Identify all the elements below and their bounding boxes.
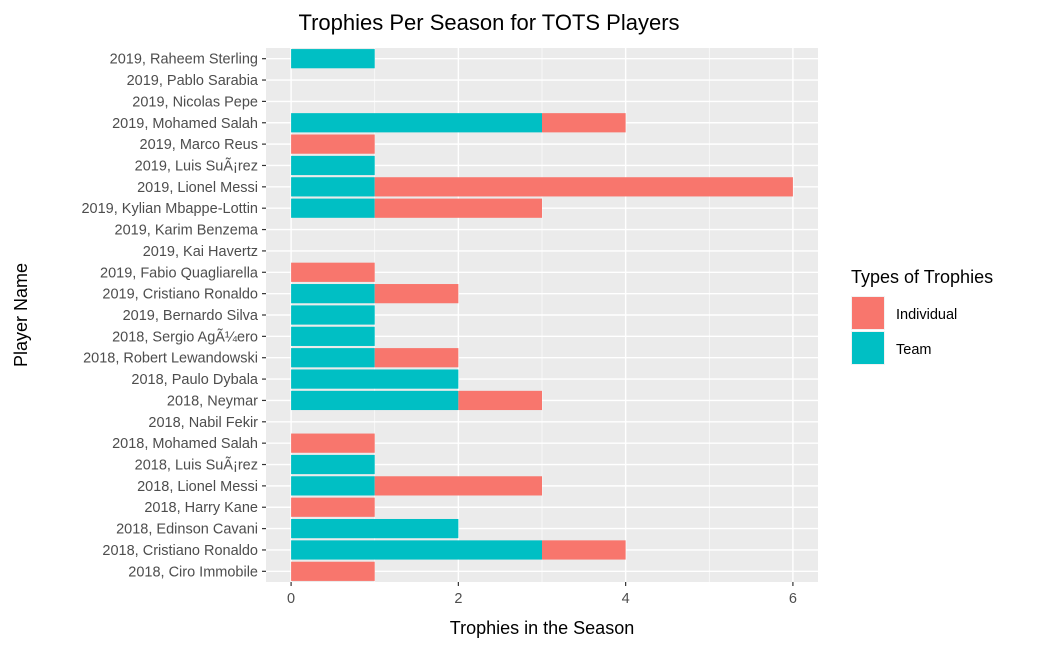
y-tick-label: 2019, Cristiano Ronaldo <box>102 287 258 303</box>
y-tick-label: 2019, Karim Benzema <box>115 223 259 239</box>
bar-team <box>291 454 375 475</box>
y-tick-label: 2018, Neymar <box>167 393 258 409</box>
y-tick-label: 2018, Cristiano Ronaldo <box>102 543 258 559</box>
y-tick-label: 2018, Luis SuÃ¡rez <box>135 457 258 474</box>
y-tick-label: 2019, Lionel Messi <box>137 180 258 196</box>
bar-team <box>291 284 375 304</box>
x-tick-label: 0 <box>287 591 295 607</box>
bar-team <box>291 540 542 560</box>
y-axis-ticks: 2019, Raheem Sterling 2019, Pablo Sarabia… <box>81 52 266 580</box>
x-axis-ticks: 0 2 4 6 <box>287 582 797 607</box>
chart-title: Trophies Per Season for TOTS Players <box>298 10 679 35</box>
bar-team <box>291 369 459 389</box>
bar-individual <box>374 284 459 304</box>
y-tick-label: 2019, Kylian Mbappe-Lottin <box>81 201 258 217</box>
y-tick-label: 2018, Harry Kane <box>144 500 258 516</box>
y-tick-label: 2019, Fabio Quagliarella <box>100 265 259 281</box>
bar-team <box>291 326 375 346</box>
bar-individual <box>458 390 542 411</box>
x-tick-label: 2 <box>454 591 462 607</box>
legend-swatch <box>852 332 884 364</box>
bar-individual <box>291 497 375 517</box>
bar-individual <box>542 540 626 560</box>
legend-label: Team <box>896 342 931 358</box>
bar-individual <box>291 262 375 282</box>
legend-swatch <box>852 297 884 329</box>
bar-individual <box>374 348 459 368</box>
bar-team <box>291 476 375 496</box>
y-tick-label: 2019, Raheem Sterling <box>110 52 258 68</box>
bar-individual <box>374 177 793 197</box>
y-tick-label: 2018, Nabil Fekir <box>148 415 258 431</box>
x-tick-label: 4 <box>622 591 630 607</box>
y-tick-label: 2018, Mohamed Salah <box>112 436 258 452</box>
legend-label: Individual <box>896 307 957 323</box>
y-tick-label: 2018, Paulo Dybala <box>131 372 258 388</box>
bar-individual <box>374 198 542 218</box>
bar-individual <box>542 113 626 133</box>
y-tick-label: 2019, Bernardo Silva <box>123 308 259 324</box>
y-tick-label: 2019, Mohamed Salah <box>112 116 258 132</box>
bars <box>291 49 793 581</box>
bar-team <box>291 155 375 176</box>
bar-individual <box>291 433 375 453</box>
y-tick-label: 2019, Marco Reus <box>140 137 258 153</box>
y-tick-label: 2018, Ciro Immobile <box>128 564 258 580</box>
y-tick-label: 2019, Pablo Sarabia <box>127 73 259 89</box>
bar-team <box>291 49 375 69</box>
bar-team <box>291 348 375 368</box>
bar-team <box>291 113 542 133</box>
bar-team <box>291 305 375 325</box>
bar-team <box>291 518 459 539</box>
legend: Types of Trophies Individual Team <box>851 267 993 365</box>
y-tick-label: 2019, Luis SuÃ¡rez <box>135 157 258 174</box>
bar-team <box>291 390 459 411</box>
y-axis-title: Player Name <box>11 263 31 367</box>
bar-team <box>291 177 375 197</box>
y-tick-label: 2019, Nicolas Pepe <box>132 94 258 110</box>
x-tick-label: 6 <box>789 591 797 607</box>
y-tick-label: 2018, Sergio AgÃ¼ero <box>112 328 258 345</box>
bar-team <box>291 198 375 218</box>
bar-individual <box>291 134 375 154</box>
y-tick-label: 2018, Robert Lewandowski <box>83 351 258 367</box>
y-tick-label: 2019, Kai Havertz <box>143 244 258 260</box>
legend-title: Types of Trophies <box>851 267 993 287</box>
y-tick-label: 2018, Lionel Messi <box>137 479 258 495</box>
bar-individual <box>291 561 375 581</box>
x-axis-title: Trophies in the Season <box>450 618 634 638</box>
y-tick-label: 2018, Edinson Cavani <box>116 522 258 538</box>
bar-individual <box>374 476 542 496</box>
